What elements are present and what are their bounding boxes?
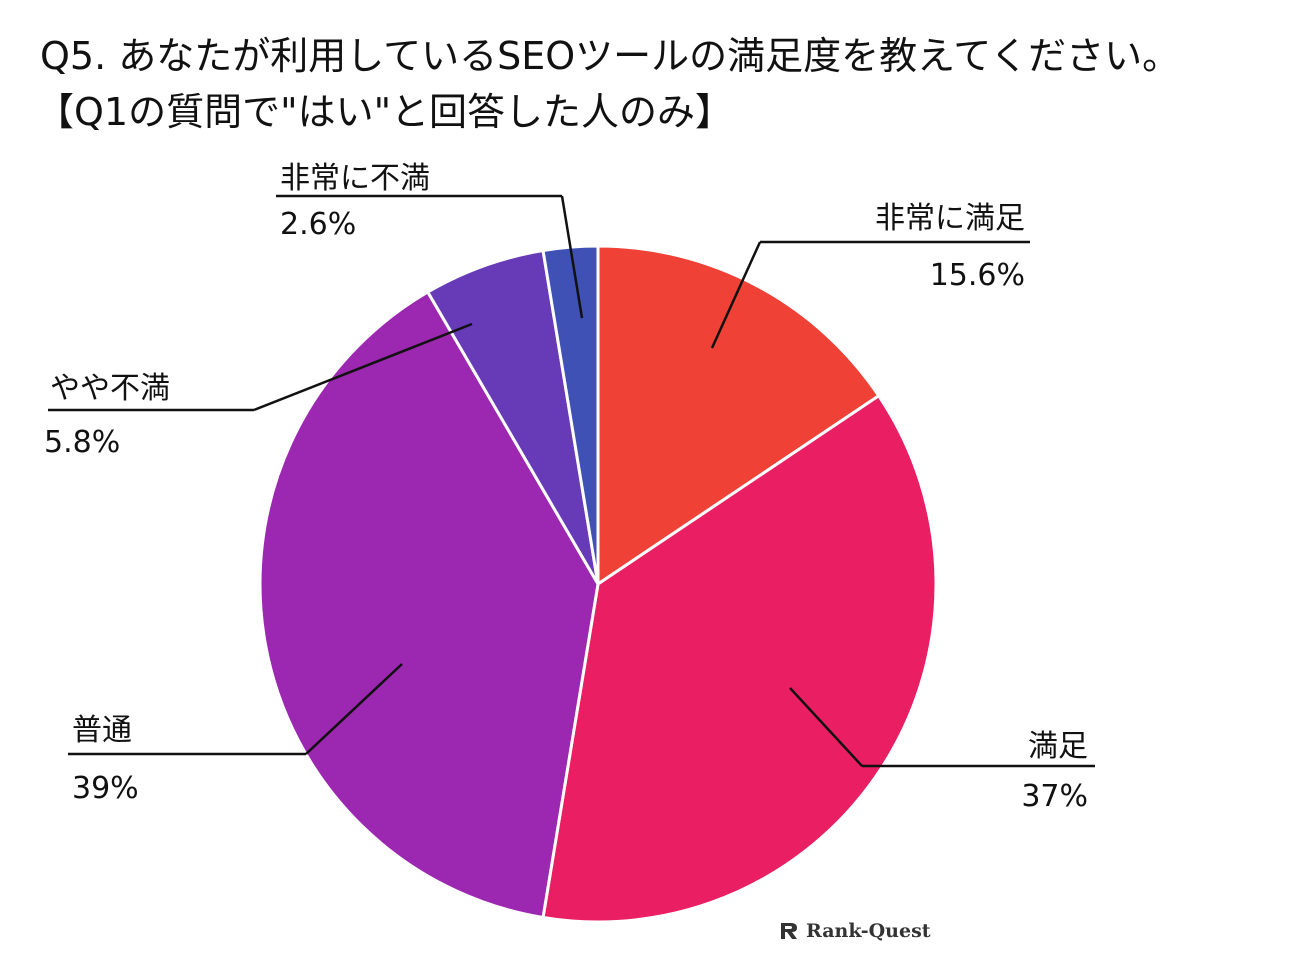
leader-line (253, 322, 473, 412)
slice-label: 非常に満足 (875, 201, 1025, 236)
pie-slices (258, 244, 938, 924)
slice-label: 満足 (1028, 729, 1088, 764)
slice-value-label: 5.8% (44, 425, 120, 460)
chart-subtitle: 【Q1の質問で"はい"と回答した人のみ】 (36, 90, 734, 134)
slice-value-label: 15.6% (930, 258, 1025, 293)
slice-value-label: 39% (72, 771, 139, 806)
leader-line (789, 687, 863, 767)
pie-labels: 非常に満足 15.6% 満足 37% 普通 39% やや不満 5.8% 非常に不満 2.6% (44, 161, 1095, 814)
slice-label: やや不満 (50, 371, 170, 406)
rank-quest-logo-icon (781, 923, 797, 939)
leader-line (710, 241, 762, 349)
pie-slice-1 (596, 244, 881, 587)
chart-title: Q5. あなたが利用しているSEOツールの満足度を教えてください。 (40, 34, 1181, 78)
slice-value-label: 2.6% (280, 207, 356, 242)
pie-slice-3 (258, 289, 600, 920)
slice-value-label: 37% (1021, 779, 1088, 814)
leader-line (305, 663, 403, 755)
slice-label: 普通 (72, 713, 132, 748)
slice-label: 非常に不満 (280, 161, 430, 196)
watermark: Rank-Quest (778, 920, 931, 942)
watermark-text: Rank-Quest (806, 920, 931, 942)
leader-line (560, 195, 584, 319)
